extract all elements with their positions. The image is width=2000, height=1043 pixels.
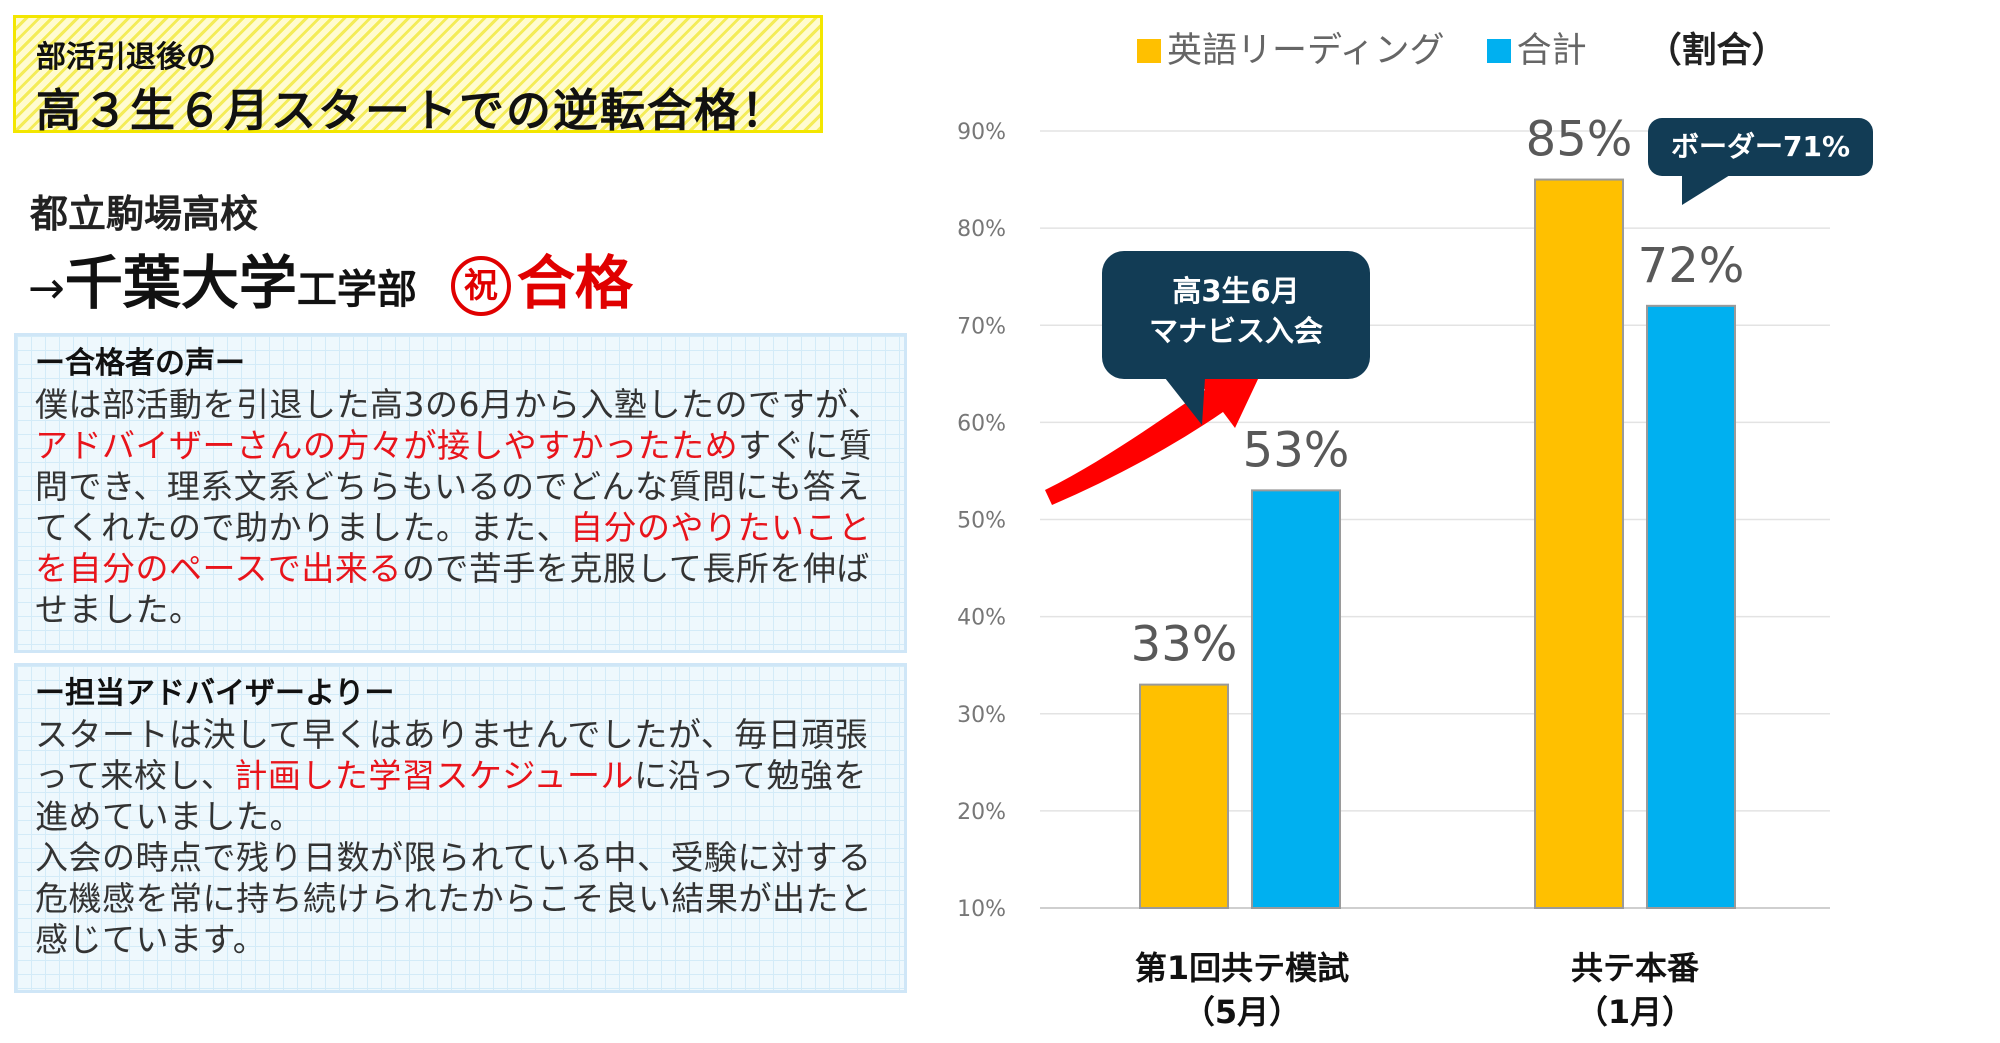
y-tick-label: 30%	[957, 703, 1006, 728]
callout-join-line2: マナビス入会	[1148, 314, 1323, 348]
advisor-text: スタートは決して早くはありませんでしたが、毎日頑張って来校し、計画した学習スケジ…	[35, 714, 886, 960]
y-tick-label: 40%	[957, 606, 1006, 631]
legend-item-english: 英語リーディング	[1137, 22, 1445, 73]
testimonial-text-part2: すぐに質問でき、理系文系どちらもいるのでどんな質問にも答えてくれたので助かりまし…	[35, 426, 873, 547]
callout-join: 高3生6月 マナビス入会	[1102, 251, 1370, 379]
testimonial-highlight-1: アドバイザーさんの方々が接しやすかったため	[35, 426, 739, 465]
faculty-name: 工学部	[296, 267, 417, 313]
bar-value-label: 53%	[1243, 422, 1350, 478]
bar	[1646, 304, 1736, 909]
bar	[1534, 178, 1624, 909]
advisor-heading: ー担当アドバイザーよりー	[35, 676, 395, 711]
callout-tail-1	[1165, 378, 1205, 425]
chart-bars	[1139, 178, 1736, 909]
x-category-label-mock: 第1回共テ模試 （5月）	[1112, 946, 1372, 1034]
admission-result: →千葉大学工学部祝合格	[28, 236, 633, 320]
x-category-label-exam: 共テ本番 （1月）	[1505, 946, 1765, 1034]
callout-tail-2	[1682, 175, 1730, 205]
callout-border: ボーダー71%	[1648, 118, 1873, 176]
x-category-mock-line2: （5月）	[1182, 993, 1302, 1031]
x-category-mock-line1: 第1回共テ模試	[1134, 949, 1350, 987]
bar-value-label: 85%	[1526, 112, 1633, 168]
growth-arrow-icon	[1045, 360, 1267, 505]
bar-value-label: 33%	[1131, 617, 1238, 673]
testimonial-highlight-2: 自分のやりたいことを自分のペースで出来る	[35, 508, 872, 588]
pass-label: 合格	[516, 249, 633, 317]
y-tick-label: 80%	[957, 217, 1006, 242]
y-axis-ticks: 10% 20% 30% 40% 50% 60% 70% 80% 90%	[957, 120, 1006, 922]
advisor-box: ー担当アドバイザーよりー スタートは決して早くはありませんでしたが、毎日頑張って…	[14, 663, 907, 993]
unit-label: （割合）	[1646, 31, 1787, 71]
legend-swatch-english	[1137, 39, 1161, 63]
y-tick-label: 90%	[957, 120, 1006, 145]
university-name: 千葉大学	[64, 249, 297, 317]
x-category-exam-line1: 共テ本番	[1570, 949, 1699, 987]
advisor-text-part1: スタートは決して早くはありませんでしたが、毎日頑張って来校し、	[35, 715, 869, 795]
y-tick-label: 60%	[957, 411, 1006, 436]
y-tick-label: 20%	[957, 800, 1006, 825]
testimonial-text-part1: 僕は部活動を引退した高3の6月から入塾したのですが、	[35, 385, 882, 424]
callout-join-line1: 高3生6月	[1172, 274, 1300, 308]
testimonial-text: 僕は部活動を引退した高3の6月から入塾したのですが、アドバイザーさんの方々が接し…	[35, 384, 886, 630]
celebration-badge: 祝	[450, 256, 511, 316]
bar	[1139, 683, 1229, 909]
advisor-highlight: 計画した学習スケジュール	[234, 756, 635, 795]
y-tick-label: 70%	[957, 314, 1006, 339]
bar	[1251, 489, 1341, 909]
y-tick-label: 10%	[957, 897, 1006, 922]
advisor-text-part2: に沿って勉強を進めていました。	[35, 756, 867, 836]
legend-item-total: 合計	[1486, 22, 1587, 73]
bar-chart: 10% 20% 30% 40% 50% 60% 70% 80% 90% 33% 85% 53% 72%	[957, 112, 1830, 922]
bar-value-label: 72%	[1638, 238, 1745, 294]
testimonial-text-part3: ので苦手を克服して長所を伸ばせました。	[35, 549, 870, 629]
legend-label-total: 合計	[1516, 31, 1587, 71]
headline-line1: 部活引退後の	[36, 40, 216, 75]
school-name: 都立駒場高校	[30, 192, 259, 236]
x-category-exam-line2: （1月）	[1575, 993, 1695, 1031]
testimonial-box: ー合格者の声ー 僕は部活動を引退した高3の6月から入塾したのですが、アドバイザー…	[14, 333, 907, 653]
chart-legend: 英語リーディング 合計 （割合）	[1137, 22, 1787, 73]
right-arrow-icon: →	[28, 263, 65, 314]
testimonial-heading: ー合格者の声ー	[35, 346, 245, 381]
headline-banner: 部活引退後の 高３生６月スタートでの逆転合格！	[13, 15, 823, 137]
legend-swatch-total	[1486, 39, 1511, 63]
data-labels: 33% 85% 53% 72%	[1131, 112, 1745, 673]
legend-label-english: 英語リーディング	[1167, 31, 1445, 71]
headline-line2: 高３生６月スタートでの逆転合格！	[36, 84, 789, 137]
advisor-text-part3: 入会の時点で残り日数が限られている中、受験に対する危機感を常に持ち続けられたから…	[35, 838, 873, 959]
y-tick-label: 50%	[957, 509, 1006, 534]
